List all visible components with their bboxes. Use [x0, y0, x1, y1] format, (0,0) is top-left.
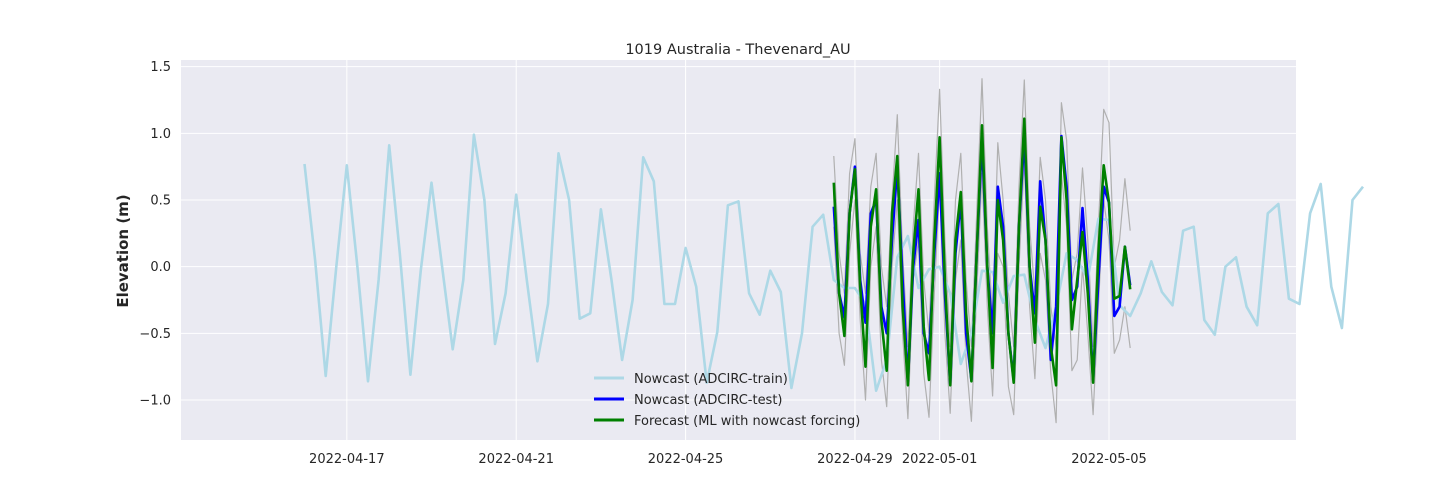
x-tick-label: 2022-04-17: [309, 452, 385, 467]
y-tick-label: −0.5: [139, 327, 171, 342]
y-tick-label: −1.0: [139, 394, 171, 409]
series-layer: [303, 78, 1365, 424]
y-axis-ticks: −1.0 −0.5 0.0 0.5 1.0 1.5: [139, 60, 171, 408]
series-forecast: [832, 117, 1132, 387]
legend: Nowcast (ADCIRC-train) Nowcast (ADCIRC-t…: [594, 372, 860, 429]
series-upper-envelope: [833, 78, 1131, 348]
x-axis-ticks: 2022-04-17 2022-04-21 2022-04-25 2022-04-29…: [309, 452, 1147, 467]
x-tick-label: 2022-04-29: [817, 452, 893, 467]
chart-title: 1019 Australia - Thevenard_AU: [625, 42, 850, 58]
x-tick-label: 2022-04-25: [648, 452, 724, 467]
x-tick-label: 2022-04-21: [478, 452, 554, 467]
legend-label-train: Nowcast (ADCIRC-train): [634, 372, 788, 387]
legend-label-forecast: Forecast (ML with nowcast forcing): [634, 414, 860, 429]
x-tick-label: 2022-05-05: [1071, 452, 1147, 467]
legend-label-test: Nowcast (ADCIRC-test): [634, 393, 783, 408]
y-tick-label: 1.5: [150, 60, 171, 75]
y-tick-label: 1.0: [150, 127, 171, 142]
x-tick-label: 2022-05-01: [902, 452, 978, 467]
grid-lines: [181, 60, 1296, 440]
y-axis-label: Elevation (m): [114, 194, 132, 307]
series-lower-envelope: [833, 159, 1131, 424]
series-nowcast-train: [303, 133, 1365, 393]
y-tick-label: 0.5: [150, 194, 171, 209]
y-tick-label: 0.0: [150, 260, 171, 275]
